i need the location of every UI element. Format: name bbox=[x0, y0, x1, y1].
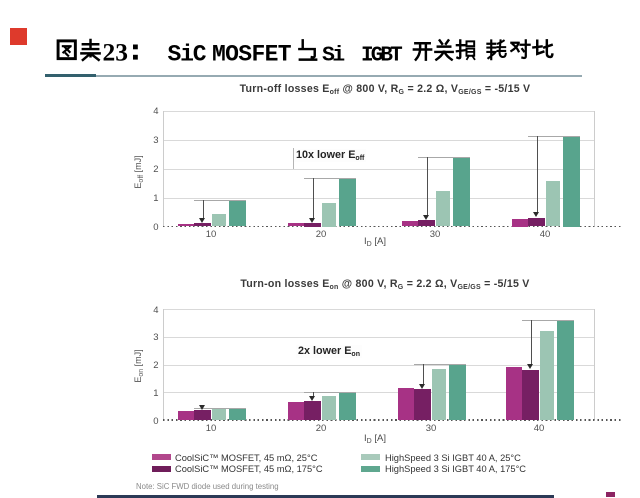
svg-text:IGBT: IGBT bbox=[361, 45, 402, 68]
svg-text:Si: Si bbox=[322, 44, 345, 68]
svg-text:MOSFET: MOSFET bbox=[212, 42, 292, 68]
svg-text:SiC: SiC bbox=[168, 42, 207, 68]
svg-text:23: 23 bbox=[103, 38, 129, 67]
